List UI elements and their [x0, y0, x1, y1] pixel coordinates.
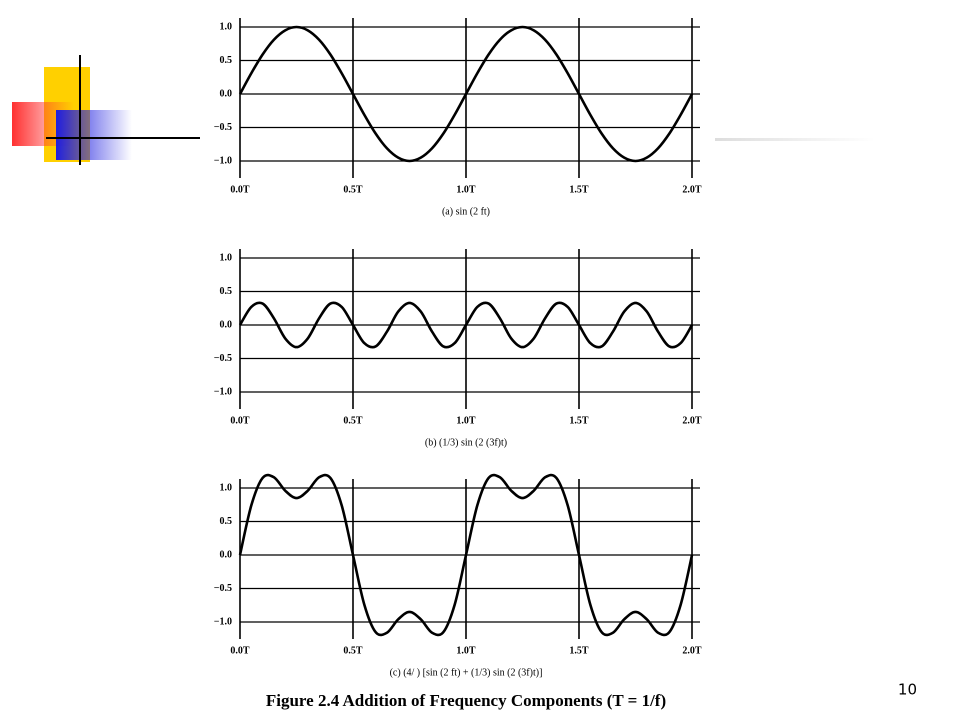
y-tick-label: −0.5	[214, 353, 232, 364]
x-tick-label: 0.0T	[230, 184, 250, 195]
y-tick-label: −0.5	[214, 122, 232, 133]
x-tick-label: 1.0T	[456, 184, 476, 195]
y-tick-label: −1.0	[214, 155, 232, 166]
y-tick-label: −0.5	[214, 583, 232, 594]
x-tick-label: 1.0T	[456, 645, 476, 656]
x-tick-label: 2.0T	[682, 184, 702, 195]
chart-subtitle: (a) sin (2 ft)	[442, 206, 490, 217]
x-tick-label: 1.5T	[569, 415, 589, 426]
y-tick-label: 0.0	[220, 319, 233, 330]
y-tick-label: 0.0	[220, 549, 233, 560]
x-tick-label: 1.5T	[569, 645, 589, 656]
y-tick-label: 0.5	[220, 55, 233, 66]
signal-line	[238, 25, 694, 163]
x-tick-label: 0.0T	[230, 415, 250, 426]
figure-caption: Figure 2.4 Addition of Frequency Compone…	[266, 691, 666, 710]
page-number: 10	[898, 681, 917, 699]
x-tick-label: 1.5T	[569, 184, 589, 195]
chart-subtitle: (c) (4/ ) [sin (2 ft) + (1/3) sin (2 (3f…	[390, 667, 543, 678]
x-tick-label: 1.0T	[456, 415, 476, 426]
y-tick-label: 0.5	[220, 286, 233, 297]
signal-line	[238, 473, 694, 637]
y-tick-label: 1.0	[220, 252, 233, 263]
x-tick-label: 0.5T	[343, 184, 363, 195]
y-tick-label: 1.0	[220, 482, 233, 493]
x-tick-label: 2.0T	[682, 645, 702, 656]
x-tick-label: 0.5T	[343, 415, 363, 426]
y-tick-label: −1.0	[214, 616, 232, 627]
y-tick-label: 0.5	[220, 516, 233, 527]
x-tick-label: 0.0T	[230, 645, 250, 656]
x-tick-label: 0.5T	[343, 645, 363, 656]
x-tick-label: 2.0T	[682, 415, 702, 426]
chart-subtitle: (b) (1/3) sin (2 (3f)t)	[425, 437, 507, 448]
y-tick-label: −1.0	[214, 386, 232, 397]
y-tick-label: 0.0	[220, 88, 233, 99]
y-tick-label: 1.0	[220, 21, 233, 32]
signal-line	[238, 301, 694, 349]
logo	[12, 55, 875, 165]
